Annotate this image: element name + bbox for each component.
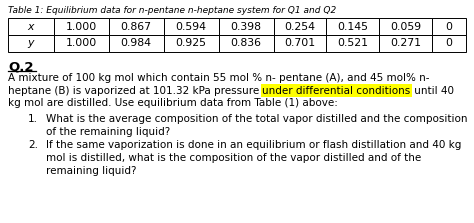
Text: 0: 0: [446, 21, 452, 31]
Text: 0.271: 0.271: [390, 39, 421, 48]
Text: 0.059: 0.059: [390, 21, 421, 31]
Text: 0.521: 0.521: [337, 39, 368, 48]
Text: A mixture of 100 kg mol which contain 55 mol % n- pentane (A), and 45 mol% n-: A mixture of 100 kg mol which contain 55…: [8, 73, 429, 83]
Text: of the remaining liquid?: of the remaining liquid?: [46, 127, 170, 137]
Bar: [54, 18, 109, 35]
Text: under differential conditions: under differential conditions: [263, 85, 411, 95]
Bar: [54, 35, 109, 52]
Bar: [273, 35, 326, 52]
Bar: [326, 18, 379, 35]
Text: 1.: 1.: [28, 114, 38, 124]
Text: If the same vaporization is done in an equilibrium or flash distillation and 40 : If the same vaporization is done in an e…: [46, 140, 461, 151]
Text: What is the average composition of the total vapor distilled and the composition: What is the average composition of the t…: [46, 114, 467, 124]
Bar: [109, 18, 164, 35]
Text: mol is distilled, what is the composition of the vapor distilled and of the: mol is distilled, what is the compositio…: [46, 153, 421, 163]
Bar: [8, 35, 54, 52]
Bar: [326, 35, 379, 52]
Text: remaining liquid?: remaining liquid?: [46, 165, 137, 176]
Bar: [219, 18, 273, 35]
Text: until 40: until 40: [411, 85, 454, 95]
Text: kg mol are distilled. Use equilibrium data from Table (1) above:: kg mol are distilled. Use equilibrium da…: [8, 98, 338, 108]
Text: 0.594: 0.594: [176, 21, 207, 31]
Text: 1.000: 1.000: [66, 21, 97, 31]
Bar: [379, 35, 432, 52]
Text: 0.145: 0.145: [337, 21, 368, 31]
Bar: [273, 18, 326, 35]
Text: y: y: [27, 39, 34, 48]
Text: 0.984: 0.984: [121, 39, 152, 48]
Text: heptane (B) is vaporized at 101.32 kPa pressure: heptane (B) is vaporized at 101.32 kPa p…: [8, 85, 263, 95]
Text: 0.398: 0.398: [231, 21, 262, 31]
Text: 0.254: 0.254: [284, 21, 316, 31]
Bar: [432, 18, 466, 35]
Text: 0.836: 0.836: [231, 39, 262, 48]
Bar: [8, 18, 54, 35]
Bar: [109, 35, 164, 52]
Bar: [379, 18, 432, 35]
Text: 0.925: 0.925: [176, 39, 207, 48]
Bar: [164, 35, 219, 52]
Bar: [432, 35, 466, 52]
Bar: [164, 18, 219, 35]
Text: Q.2: Q.2: [8, 60, 34, 73]
Text: 0.867: 0.867: [121, 21, 152, 31]
Text: Table 1: Equilibrium data for n-pentane n-heptane system for Q1 and Q2: Table 1: Equilibrium data for n-pentane …: [8, 6, 336, 15]
Text: 1.000: 1.000: [66, 39, 97, 48]
Text: 2.: 2.: [28, 140, 38, 151]
Bar: [219, 35, 273, 52]
Text: x: x: [27, 21, 34, 31]
Text: 0.701: 0.701: [284, 39, 316, 48]
Text: 0: 0: [446, 39, 452, 48]
